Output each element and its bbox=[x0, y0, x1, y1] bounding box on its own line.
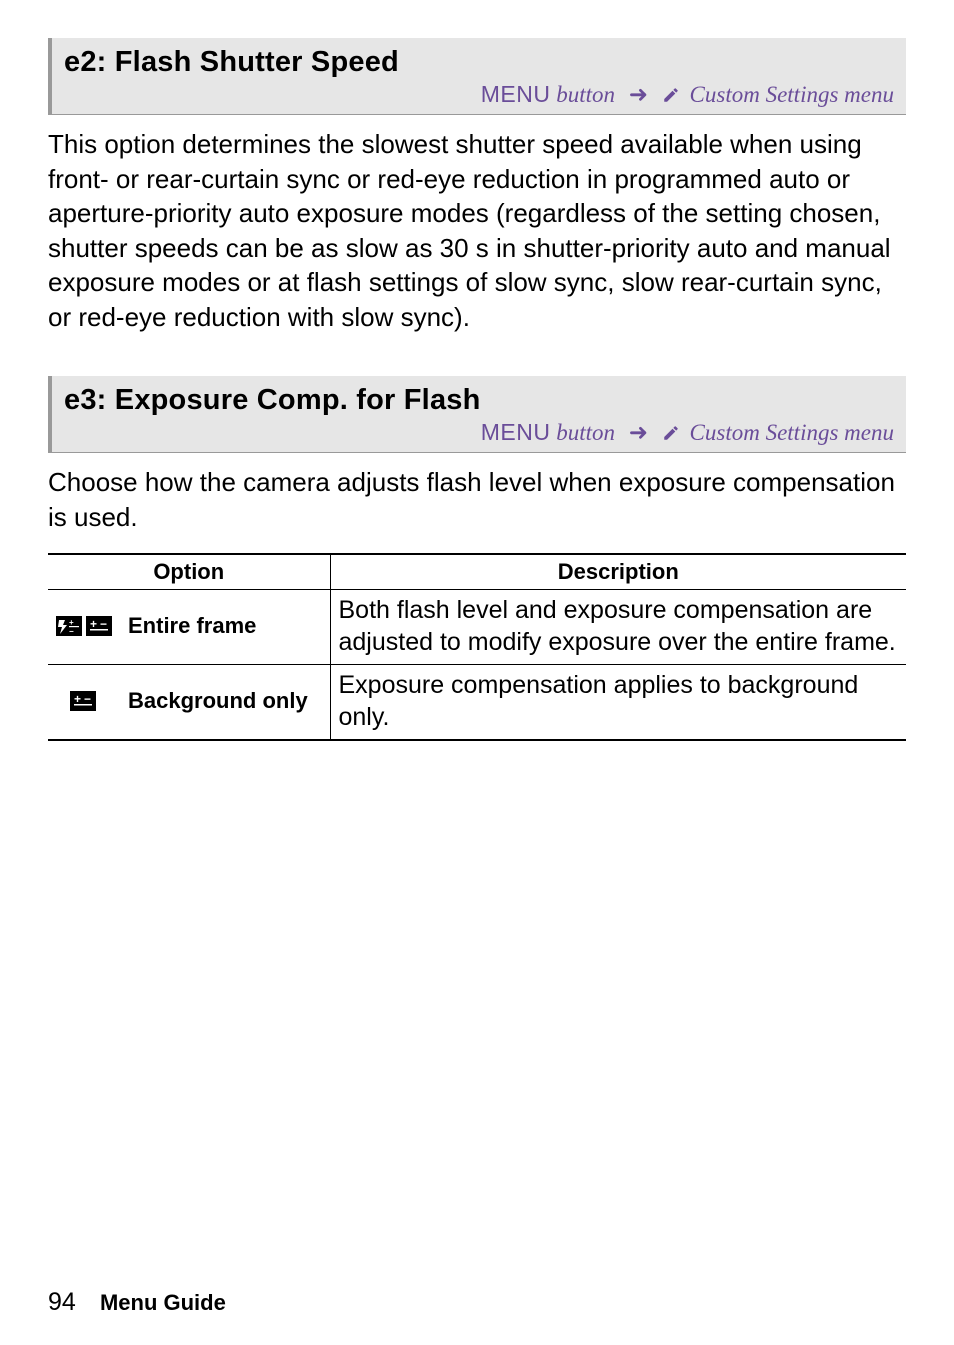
body-text-e2: This option determines the slowest shutt… bbox=[48, 127, 906, 334]
button-word-e2: button bbox=[556, 82, 615, 107]
page-number: 94 bbox=[48, 1288, 76, 1316]
entire-frame-icon: + − + − bbox=[48, 589, 120, 664]
pencil-icon bbox=[662, 420, 690, 445]
header-description: Description bbox=[330, 554, 906, 590]
body-text-e3: Choose how the camera adjusts flash leve… bbox=[48, 465, 906, 534]
menu-label-e2: MENU bbox=[481, 81, 551, 107]
section-subtitle-e2: MENU button ➜ Custom Settings menu bbox=[52, 81, 906, 114]
svg-text:+: + bbox=[69, 618, 74, 627]
table-row: + − Background only Exposure compensatio… bbox=[48, 664, 906, 740]
svg-text:−: − bbox=[100, 617, 107, 631]
svg-text:+: + bbox=[74, 692, 81, 706]
svg-text:−: − bbox=[84, 692, 91, 706]
footer-section: Menu Guide bbox=[100, 1290, 226, 1315]
svg-text:−: − bbox=[69, 627, 74, 636]
table-row: + − + − Entire frame Both flash level an… bbox=[48, 589, 906, 664]
section-subtitle-e3: MENU button ➜ Custom Settings menu bbox=[52, 419, 906, 452]
arrow-icon: ➜ bbox=[621, 420, 656, 445]
section-header-e3: e3: Exposure Comp. for Flash MENU button… bbox=[48, 376, 906, 453]
header-option: Option bbox=[48, 554, 330, 590]
section-header-e2: e2: Flash Shutter Speed MENU button ➜ Cu… bbox=[48, 38, 906, 115]
section-title-e2: e2: Flash Shutter Speed bbox=[52, 38, 906, 81]
page-root: e2: Flash Shutter Speed MENU button ➜ Cu… bbox=[0, 0, 954, 1345]
option-label: Background only bbox=[120, 664, 330, 740]
option-desc: Both flash level and exposure compensati… bbox=[330, 589, 906, 664]
options-table: Option Description + − + − bbox=[48, 553, 906, 741]
option-label: Entire frame bbox=[120, 589, 330, 664]
menu-text-e3: Custom Settings menu bbox=[690, 420, 894, 445]
background-only-icon: + − bbox=[48, 664, 120, 740]
table-header-row: Option Description bbox=[48, 554, 906, 590]
page-footer: 94 Menu Guide bbox=[48, 1288, 226, 1317]
menu-text-e2: Custom Settings menu bbox=[690, 82, 894, 107]
button-word-e3: button bbox=[556, 420, 615, 445]
section-title-e3: e3: Exposure Comp. for Flash bbox=[52, 376, 906, 419]
svg-text:+: + bbox=[90, 617, 97, 631]
arrow-icon: ➜ bbox=[621, 82, 656, 107]
option-desc: Exposure compensation applies to backgro… bbox=[330, 664, 906, 740]
menu-label-e3: MENU bbox=[481, 419, 551, 445]
pencil-icon bbox=[662, 82, 690, 107]
